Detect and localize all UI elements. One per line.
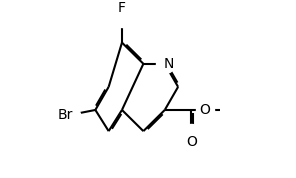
Text: N: N <box>163 57 174 71</box>
Text: O: O <box>186 135 197 150</box>
Text: F: F <box>118 1 126 15</box>
Text: O: O <box>199 103 210 117</box>
Text: Br: Br <box>58 108 73 122</box>
